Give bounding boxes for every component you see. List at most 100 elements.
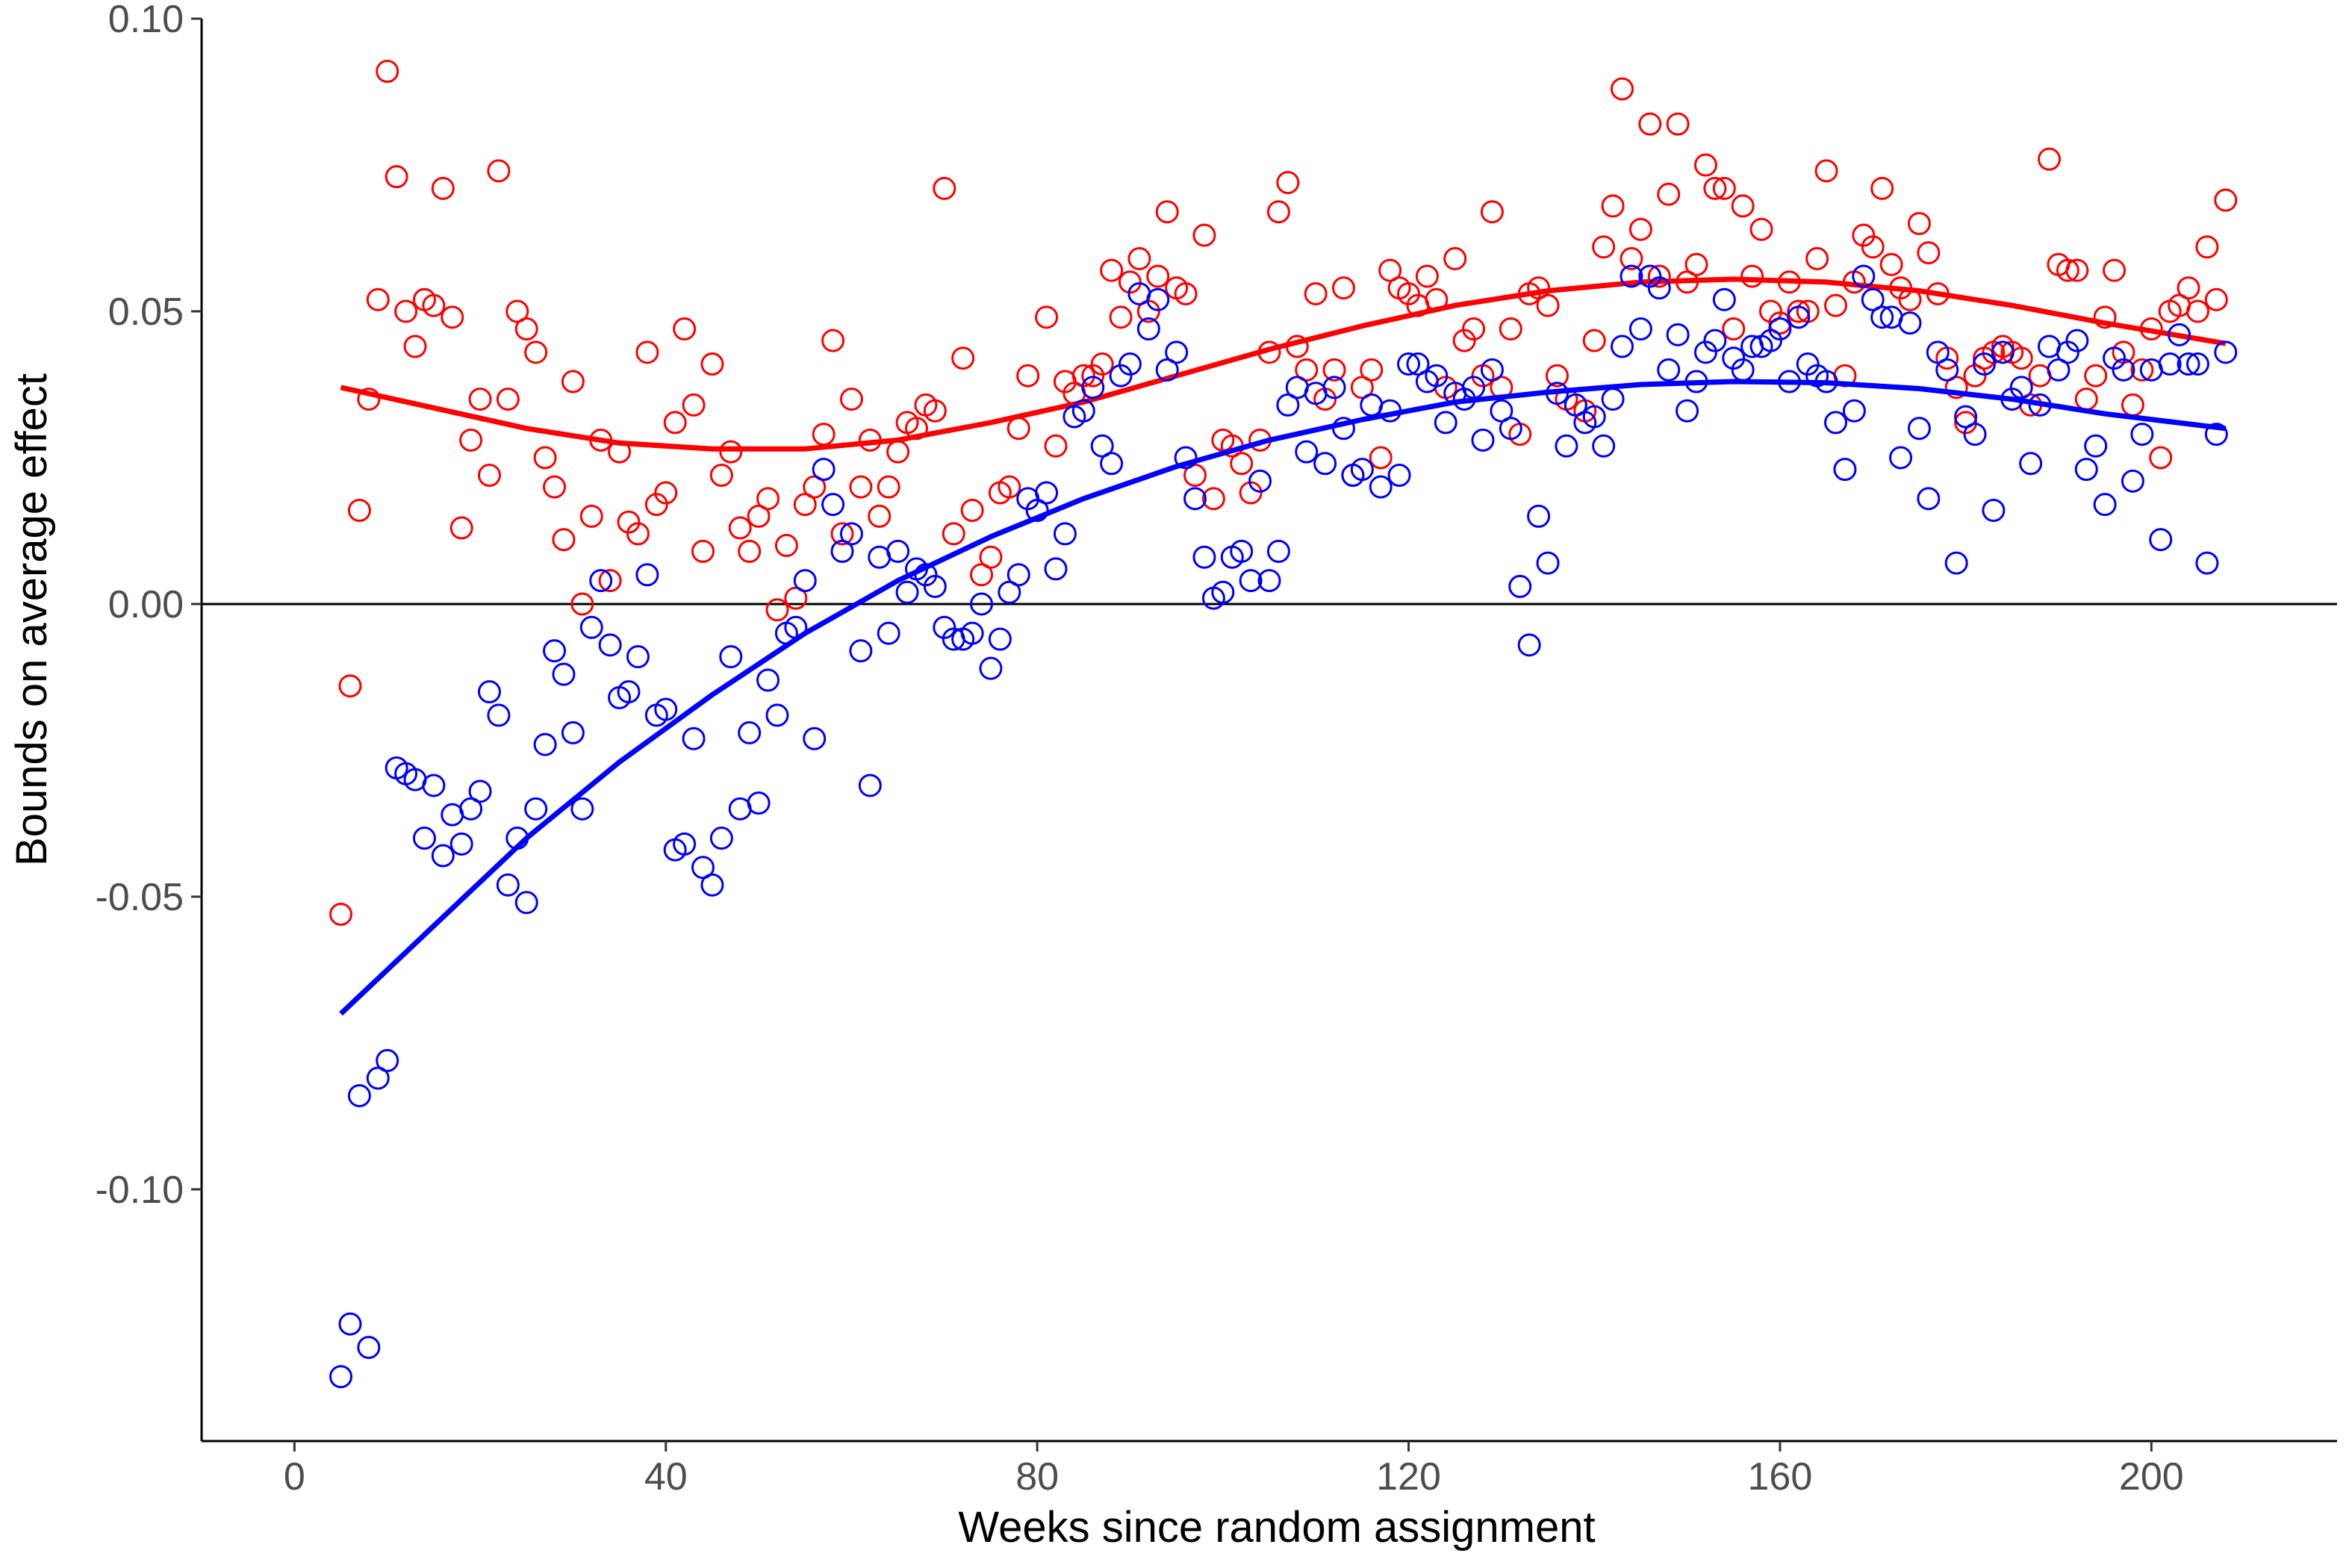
data-point: [2168, 323, 2191, 346]
x-tick-label: 120: [1376, 1455, 1441, 1499]
data-point: [376, 60, 399, 84]
x-tick-label: 160: [1748, 1455, 1813, 1499]
data-point: [849, 475, 873, 499]
data-point: [1620, 246, 1643, 270]
data-point: [821, 329, 845, 352]
data-point: [1090, 352, 1114, 376]
data-point: [1768, 317, 1792, 340]
data-point: [1035, 481, 1059, 505]
data-point: [1787, 299, 1811, 323]
x-tick-label: 40: [644, 1455, 688, 1499]
data-point: [2009, 376, 2033, 399]
data-point: [1071, 399, 1095, 423]
data-point: [2065, 329, 2089, 352]
x-axis-title: Weeks since random assignment: [958, 1503, 1595, 1552]
data-point: [2074, 388, 2098, 411]
y-axis-ticks: -0.10 -0.05 0.00 0.05 0.10: [95, 0, 202, 1212]
data-point: [1842, 399, 1866, 423]
data-point: [394, 299, 418, 323]
data-point: [1666, 323, 1690, 346]
data-point: [1155, 200, 1179, 224]
data-point: [756, 487, 780, 511]
plot-area: 0 40 80 120 160 200 -0.10 -0.05 0.00 0.05 0.10: [95, 0, 2337, 1499]
data-point: [1703, 176, 1727, 200]
data-point: [441, 305, 464, 329]
data-point: [1100, 452, 1124, 476]
data-point: [1322, 358, 1346, 382]
data-point: [1787, 305, 1811, 329]
data-point: [514, 317, 538, 340]
data-point: [1118, 352, 1142, 376]
data-point: [1517, 633, 1541, 657]
data-point: [2121, 469, 2144, 493]
data-point: [1230, 539, 1254, 563]
data-point: [552, 662, 576, 686]
data-point: [803, 475, 827, 499]
smoothed-fit-line: [340, 276, 2227, 452]
data-point: [1025, 499, 1049, 523]
data-point: [1926, 340, 1950, 364]
y-tick-label: -0.10: [95, 1169, 184, 1212]
data-point: [2195, 551, 2219, 575]
data-point: [756, 668, 780, 692]
data-point: [1350, 376, 1374, 399]
data-point: [1564, 393, 1587, 417]
data-point: [1266, 539, 1290, 563]
data-point: [459, 797, 483, 821]
data-point: [329, 902, 353, 926]
data-point: [2084, 364, 2108, 388]
data-point: [700, 873, 724, 897]
data-point: [942, 522, 965, 546]
data-point: [1016, 364, 1040, 388]
data-point: [570, 592, 594, 616]
data-point: [347, 499, 371, 523]
data-point: [877, 475, 900, 499]
data-point: [449, 516, 473, 540]
data-point: [895, 580, 919, 604]
data-point: [1360, 358, 1384, 382]
data-point: [1378, 258, 1402, 282]
data-point: [1304, 281, 1328, 305]
data-point: [1230, 452, 1254, 476]
data-point: [886, 539, 910, 563]
data-point: [719, 440, 743, 464]
data-point: [524, 797, 548, 821]
data-point: [1740, 264, 1764, 288]
data-point: [793, 493, 817, 517]
data-point: [2056, 258, 2079, 282]
data-point: [868, 504, 892, 528]
data-point: [2047, 358, 2071, 382]
x-tick-label: 80: [1015, 1455, 1059, 1499]
data-point: [626, 645, 650, 669]
data-point: [347, 1083, 371, 1107]
data-point: [654, 697, 678, 721]
data-point: [579, 615, 603, 639]
y-tick-label: -0.05: [95, 876, 184, 919]
data-point: [1944, 551, 1968, 575]
data-point: [1982, 499, 2006, 523]
data-point: [561, 721, 585, 744]
data-point: [2149, 446, 2173, 470]
data-point: [682, 727, 706, 750]
data-point: [477, 680, 501, 704]
data-point: [1081, 376, 1105, 399]
data-point: [505, 299, 529, 323]
data-point: [654, 481, 678, 505]
data-point: [951, 346, 975, 370]
data-point: [1295, 358, 1319, 382]
data-point: [1954, 405, 1978, 429]
data-point: [691, 539, 715, 563]
data-point: [1647, 276, 1671, 300]
data-point: [431, 176, 455, 200]
data-point: [970, 563, 994, 587]
data-point: [1239, 569, 1263, 593]
data-point: [709, 827, 733, 850]
y-tick-label: 0.00: [108, 583, 184, 626]
data-point: [1480, 200, 1504, 224]
data-point: [357, 388, 381, 411]
data-point: [1443, 246, 1467, 270]
y-axis-title: Bounds on average effect: [7, 373, 56, 866]
data-point: [1824, 293, 1848, 317]
data-point: [998, 475, 1021, 499]
data-point: [821, 493, 845, 517]
